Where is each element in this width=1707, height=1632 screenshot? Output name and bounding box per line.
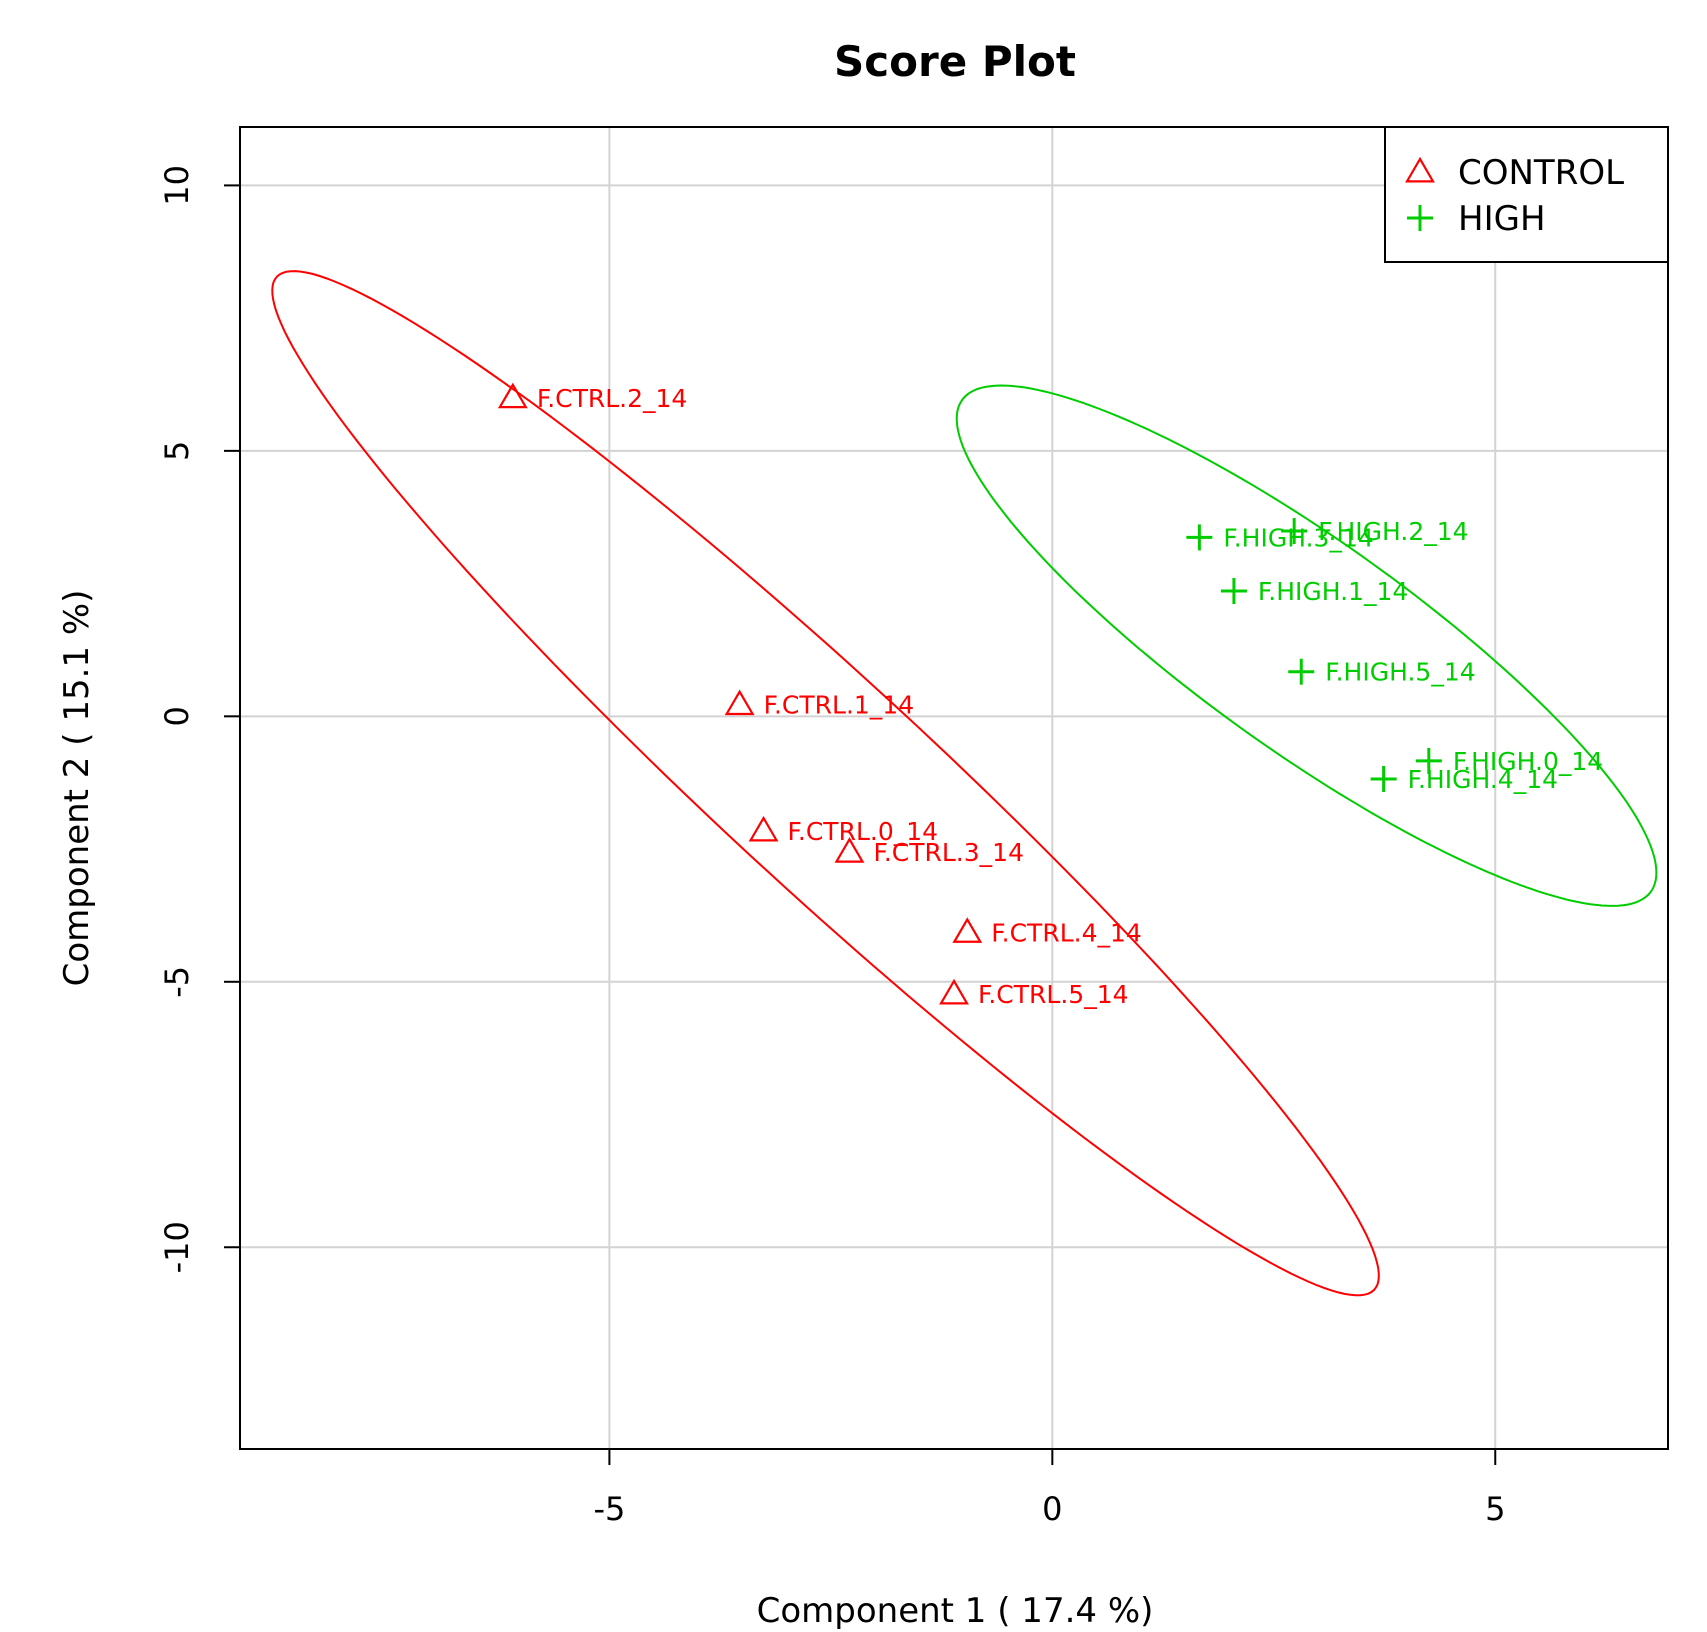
x-tick-label: 0 [1042, 1490, 1062, 1528]
control-point [939, 978, 969, 1005]
control-point [724, 689, 755, 716]
point-label: F.HIGH.5_14 [1325, 658, 1475, 687]
legend-control-marker [1405, 156, 1435, 183]
point-label: F.CTRL.2_14 [537, 384, 688, 413]
legend-high-marker [1407, 205, 1433, 231]
control-ellipse [271, 270, 1380, 1297]
high-point [1370, 765, 1397, 792]
legend-control-label: CONTROL [1458, 153, 1624, 193]
y-tick-label: 5 [158, 441, 196, 461]
point-label: F.CTRL.3_14 [873, 838, 1024, 867]
x-tick-label: 5 [1485, 1490, 1505, 1528]
high-point [1186, 524, 1213, 551]
legend: CONTROL HIGH [1384, 126, 1669, 263]
x-axis: -5 0 5 [593, 1449, 1505, 1528]
point-label: F.CTRL.5_14 [978, 980, 1129, 1009]
control-point [952, 917, 983, 943]
point-label: F.HIGH.4_14 [1408, 765, 1558, 794]
y-axis-label: Component 2 ( 15.1 %) [57, 590, 97, 987]
y-tick-label: 0 [158, 706, 196, 726]
point-label: F.HIGH.2_14 [1318, 517, 1468, 546]
y-tick-label: 10 [158, 165, 196, 206]
y-axis: -10 -5 0 5 10 [158, 165, 240, 1273]
high-point [1281, 518, 1308, 545]
control-point [834, 837, 865, 863]
plot-frame [239, 126, 1669, 1450]
high-point [1415, 747, 1442, 774]
y-tick-label: -10 [158, 1221, 196, 1273]
point-label: F.HIGH.3_14 [1223, 523, 1373, 552]
confidence-ellipses [271, 270, 1658, 1297]
high-point [1288, 658, 1315, 685]
legend-box [1384, 126, 1669, 263]
point-label: F.HIGH.0_14 [1453, 747, 1603, 776]
x-axis-label: Component 1 ( 17.4 %) [757, 1591, 1154, 1631]
high-ellipse [955, 384, 1658, 907]
point-label: F.CTRL.0_14 [788, 817, 939, 846]
y-tick-label: -5 [158, 966, 196, 998]
control-point [748, 815, 779, 842]
x-tick-label: -5 [593, 1490, 625, 1528]
point-labels: F.CTRL.2_14F.CTRL.1_14F.CTRL.0_14F.CTRL.… [537, 384, 1603, 1009]
chart-title: Score Plot [834, 37, 1076, 86]
point-label: F.CTRL.4_14 [991, 918, 1142, 947]
point-label: F.CTRL.1_14 [764, 691, 915, 720]
control-point [497, 382, 528, 409]
point-label: F.HIGH.1_14 [1258, 577, 1408, 606]
legend-high-label: HIGH [1458, 199, 1546, 239]
high-point [1220, 578, 1247, 605]
data-points [497, 382, 1442, 1005]
